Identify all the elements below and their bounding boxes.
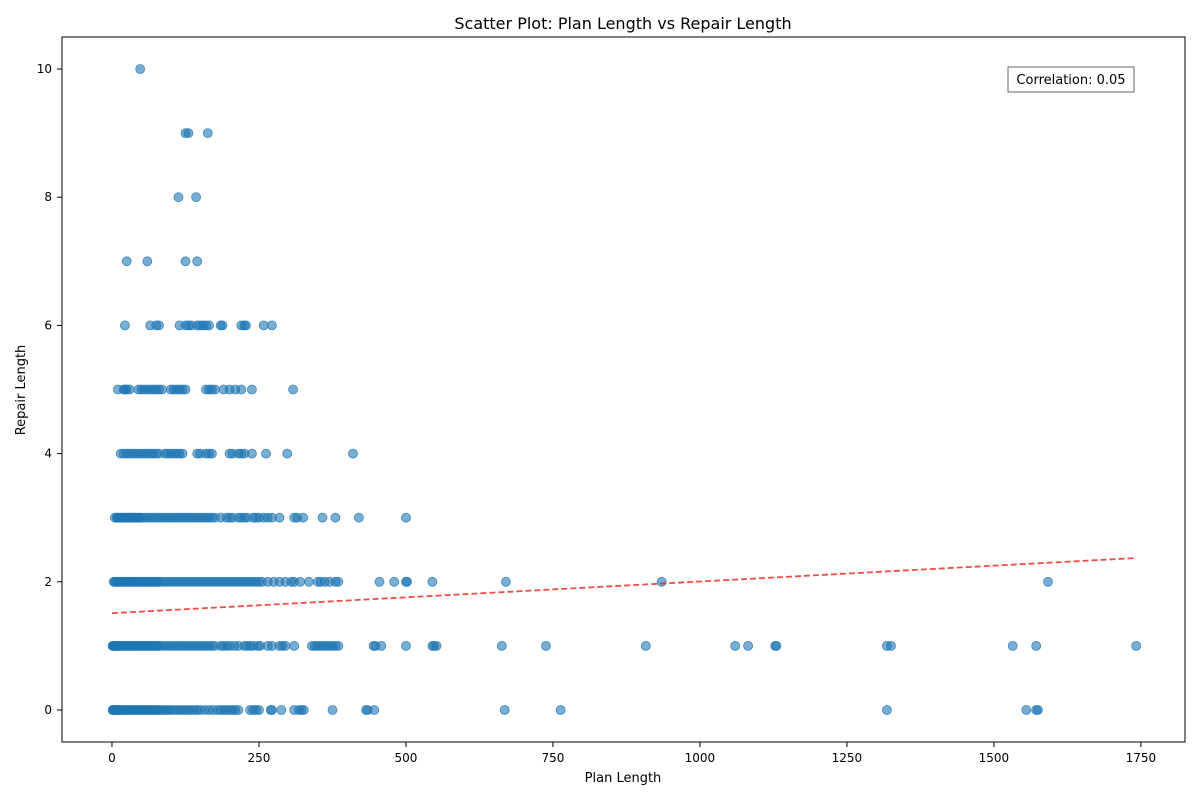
data-point: [154, 320, 164, 331]
x-tick-label: 1000: [685, 751, 716, 765]
data-point: [177, 448, 188, 459]
data-point: [333, 641, 344, 651]
x-tick-label: 500: [395, 751, 418, 765]
data-point: [743, 641, 753, 651]
data-point: [541, 641, 551, 651]
data-point: [333, 576, 344, 587]
data-point: [431, 641, 442, 651]
data-point: [236, 384, 247, 395]
points-layer: [107, 64, 1142, 715]
data-point: [124, 384, 135, 395]
data-point: [327, 705, 338, 715]
y-tick-label: 2: [44, 575, 52, 589]
y-axis-label: Repair Length: [14, 345, 29, 436]
x-tick-label: 750: [541, 751, 564, 765]
data-point: [376, 641, 387, 651]
data-point: [258, 320, 269, 331]
data-point: [1021, 705, 1032, 715]
data-point: [246, 448, 257, 459]
data-point: [180, 384, 191, 395]
data-point: [1007, 641, 1018, 651]
data-point: [499, 705, 510, 715]
plot-frame: [61, 36, 1186, 743]
data-point: [656, 576, 667, 587]
data-point: [771, 641, 782, 651]
data-point: [209, 384, 220, 395]
y-axis-ticks: 0 2 4 6 8 10: [37, 62, 62, 717]
data-point: [369, 705, 380, 715]
data-point: [233, 705, 244, 715]
data-point: [206, 448, 217, 459]
data-point: [254, 705, 264, 715]
correlation-text: Correlation: 0.05: [1016, 73, 1125, 88]
chart-title: Scatter Plot: Plan Length vs Repair Leng…: [454, 14, 791, 33]
data-point: [276, 705, 287, 715]
data-point: [289, 641, 300, 651]
data-point: [374, 576, 385, 587]
data-point: [120, 320, 130, 331]
data-point: [157, 384, 167, 395]
data-point: [427, 576, 438, 587]
data-point: [401, 641, 411, 651]
data-point: [191, 192, 202, 203]
data-point: [882, 705, 892, 715]
data-point: [135, 64, 146, 74]
data-point: [500, 576, 511, 587]
data-point: [295, 576, 306, 587]
data-point: [142, 256, 153, 267]
data-point: [192, 256, 203, 267]
x-tick-label: 1750: [1126, 751, 1157, 765]
data-point: [121, 256, 132, 267]
x-tick-label: 1500: [979, 751, 1010, 765]
x-tick-label: 0: [108, 751, 116, 765]
data-point: [402, 576, 413, 587]
y-tick-label: 6: [44, 318, 52, 332]
data-point: [886, 641, 896, 651]
y-tick-label: 0: [44, 703, 52, 717]
data-point: [1031, 641, 1042, 651]
data-point: [1033, 705, 1043, 715]
data-point: [180, 256, 191, 267]
data-point: [288, 384, 299, 395]
data-point: [298, 705, 309, 715]
correlation-annotation: Correlation: 0.05: [1007, 66, 1135, 93]
data-point: [202, 128, 213, 139]
data-point: [266, 320, 277, 331]
data-point: [555, 705, 566, 715]
data-point: [217, 320, 228, 331]
data-point: [241, 320, 251, 331]
data-point: [401, 512, 411, 523]
correlation-box: [1007, 66, 1135, 93]
data-point: [389, 576, 400, 587]
data-point: [330, 512, 341, 523]
data-point: [173, 192, 184, 203]
data-point: [496, 641, 507, 651]
data-point: [183, 128, 194, 139]
data-point: [204, 320, 214, 331]
y-tick-label: 10: [37, 62, 52, 76]
data-point: [317, 512, 328, 523]
data-point: [298, 512, 309, 523]
data-point: [261, 448, 271, 459]
x-tick-label: 1250: [832, 751, 863, 765]
data-point: [348, 448, 358, 459]
data-point: [280, 641, 291, 651]
x-axis-label: Plan Length: [585, 771, 662, 786]
y-tick-label: 4: [44, 447, 52, 461]
data-point: [246, 384, 257, 395]
data-point: [282, 448, 293, 459]
data-point: [274, 512, 285, 523]
data-point: [303, 576, 314, 587]
x-tick-label: 250: [248, 751, 271, 765]
data-point: [353, 512, 364, 523]
data-point: [1131, 641, 1142, 651]
y-tick-label: 8: [44, 190, 52, 204]
data-point: [1043, 576, 1053, 587]
data-point: [730, 641, 741, 651]
data-point: [266, 705, 277, 715]
data-point: [640, 641, 651, 651]
x-axis-ticks: 0 250 500 750 1000 1250 1500 1750: [108, 742, 1156, 765]
